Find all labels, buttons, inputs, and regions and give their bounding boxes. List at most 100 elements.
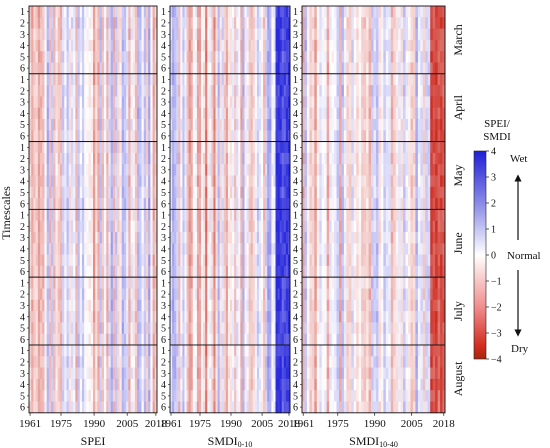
heatmap-cell (66, 390, 70, 402)
heatmap-cell (123, 6, 127, 18)
heatmap-cell (277, 130, 281, 142)
heatmap-cell (53, 141, 56, 154)
heatmap-cell (35, 265, 39, 278)
heatmap-cell (75, 6, 78, 18)
heatmap-cell (115, 367, 118, 380)
timescale-label: 4 (161, 244, 166, 255)
heatmap-cell (207, 288, 210, 301)
heatmap-cell (143, 333, 147, 346)
heatmap-cell (66, 119, 70, 131)
heatmap-cell (334, 107, 337, 120)
heatmap-cell (240, 299, 243, 312)
heatmap-cell (141, 333, 145, 346)
heatmap-cell (234, 265, 237, 278)
heatmap-cell (139, 73, 142, 86)
heatmap-cell (141, 17, 145, 29)
heatmap-cell (139, 254, 142, 267)
heatmap-cell (150, 6, 153, 18)
heatmap-cell (81, 356, 85, 368)
heatmap-cell (130, 85, 134, 97)
heatmap-cell (269, 62, 272, 75)
heatmap-cell (108, 152, 112, 165)
heatmap-cell (267, 119, 270, 131)
heatmap-cell (211, 28, 214, 41)
heatmap-cell (115, 254, 118, 267)
heatmap-cell (219, 62, 223, 75)
heatmap-cell (77, 209, 81, 222)
timescale-label: 6 (20, 64, 25, 75)
heatmap-cell (95, 288, 98, 301)
heatmap-cell (139, 39, 142, 52)
heatmap-cell (178, 265, 181, 278)
heatmap-cell (44, 311, 48, 323)
heatmap-cell (40, 164, 43, 176)
heatmap-cell (180, 152, 183, 165)
heatmap-cell (48, 107, 52, 120)
heatmap-cell (209, 356, 212, 368)
heatmap-cell (281, 164, 285, 176)
heatmap-cell (316, 28, 320, 41)
heatmap-cell (132, 39, 136, 52)
heatmap-cell (180, 164, 183, 176)
heatmap-cell (188, 288, 192, 301)
heatmap-cell (240, 356, 243, 368)
heatmap-cell (351, 17, 355, 29)
heatmap-cell (285, 119, 289, 131)
heatmap-cell (395, 119, 399, 131)
heatmap-cell (57, 62, 61, 75)
heatmap-cell (383, 6, 387, 18)
heatmap-cell (306, 85, 310, 97)
heatmap-cell (225, 367, 229, 380)
heatmap-cell (190, 356, 194, 368)
heatmap-cell (190, 243, 194, 255)
heatmap-cell (172, 209, 175, 222)
heatmap-cell (70, 6, 74, 18)
heatmap-cell (211, 164, 214, 176)
heatmap-cell (246, 401, 250, 414)
heatmap-cell (31, 175, 34, 188)
heatmap-cell (395, 96, 399, 109)
timescale-label: 3 (161, 233, 166, 244)
heatmap-cell (403, 17, 406, 29)
heatmap-cell (234, 85, 237, 97)
heatmap-cell (211, 401, 214, 414)
heatmap-cell (440, 96, 443, 109)
heatmap-cell (62, 322, 65, 335)
heatmap-cell (378, 119, 382, 131)
heatmap-cell (130, 6, 134, 18)
heatmap-cell (119, 243, 123, 255)
heatmap-cell (75, 254, 78, 267)
heatmap-cell (238, 356, 241, 368)
heatmap-cell (172, 401, 175, 414)
heatmap-cell (90, 243, 94, 255)
heatmap-cell (70, 85, 74, 97)
heatmap-cell (104, 28, 107, 41)
heatmap-cell (346, 119, 350, 131)
heatmap-cell (338, 96, 342, 109)
heatmap-cell (196, 198, 200, 210)
heatmap-cell (139, 401, 142, 414)
heatmap-cell (184, 288, 187, 301)
heatmap-cell (75, 96, 78, 109)
heatmap-cell (77, 254, 81, 267)
heatmap-cell (37, 401, 41, 414)
heatmap-cell (361, 62, 365, 75)
heatmap-cell (172, 367, 175, 380)
heatmap-cell (194, 51, 198, 63)
heatmap-cell (40, 333, 43, 346)
heatmap-cell (223, 85, 227, 97)
heatmap-cell (366, 119, 369, 131)
heatmap-cell (148, 243, 151, 255)
heatmap-cell (126, 130, 129, 142)
heatmap-cell (88, 6, 92, 18)
heatmap-cell (232, 356, 235, 368)
heatmap-cell (283, 96, 287, 109)
heatmap-cell (178, 119, 181, 131)
heatmap-cell (321, 51, 325, 63)
heatmap-cell (29, 152, 32, 165)
heatmap-cell (90, 85, 94, 97)
heatmap-cell (302, 96, 305, 109)
heatmap-cell (86, 152, 89, 165)
heatmap-cell (271, 6, 274, 18)
heatmap-cell (184, 175, 187, 188)
